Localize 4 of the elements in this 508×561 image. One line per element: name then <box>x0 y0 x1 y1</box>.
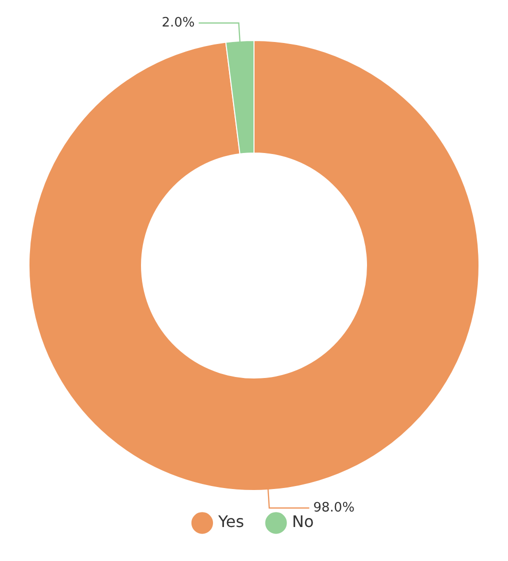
legend-label: No <box>292 512 314 532</box>
legend-label: Yes <box>217 512 244 532</box>
data-label: 2.0% <box>162 15 195 30</box>
data-label: 98.0% <box>313 500 355 516</box>
